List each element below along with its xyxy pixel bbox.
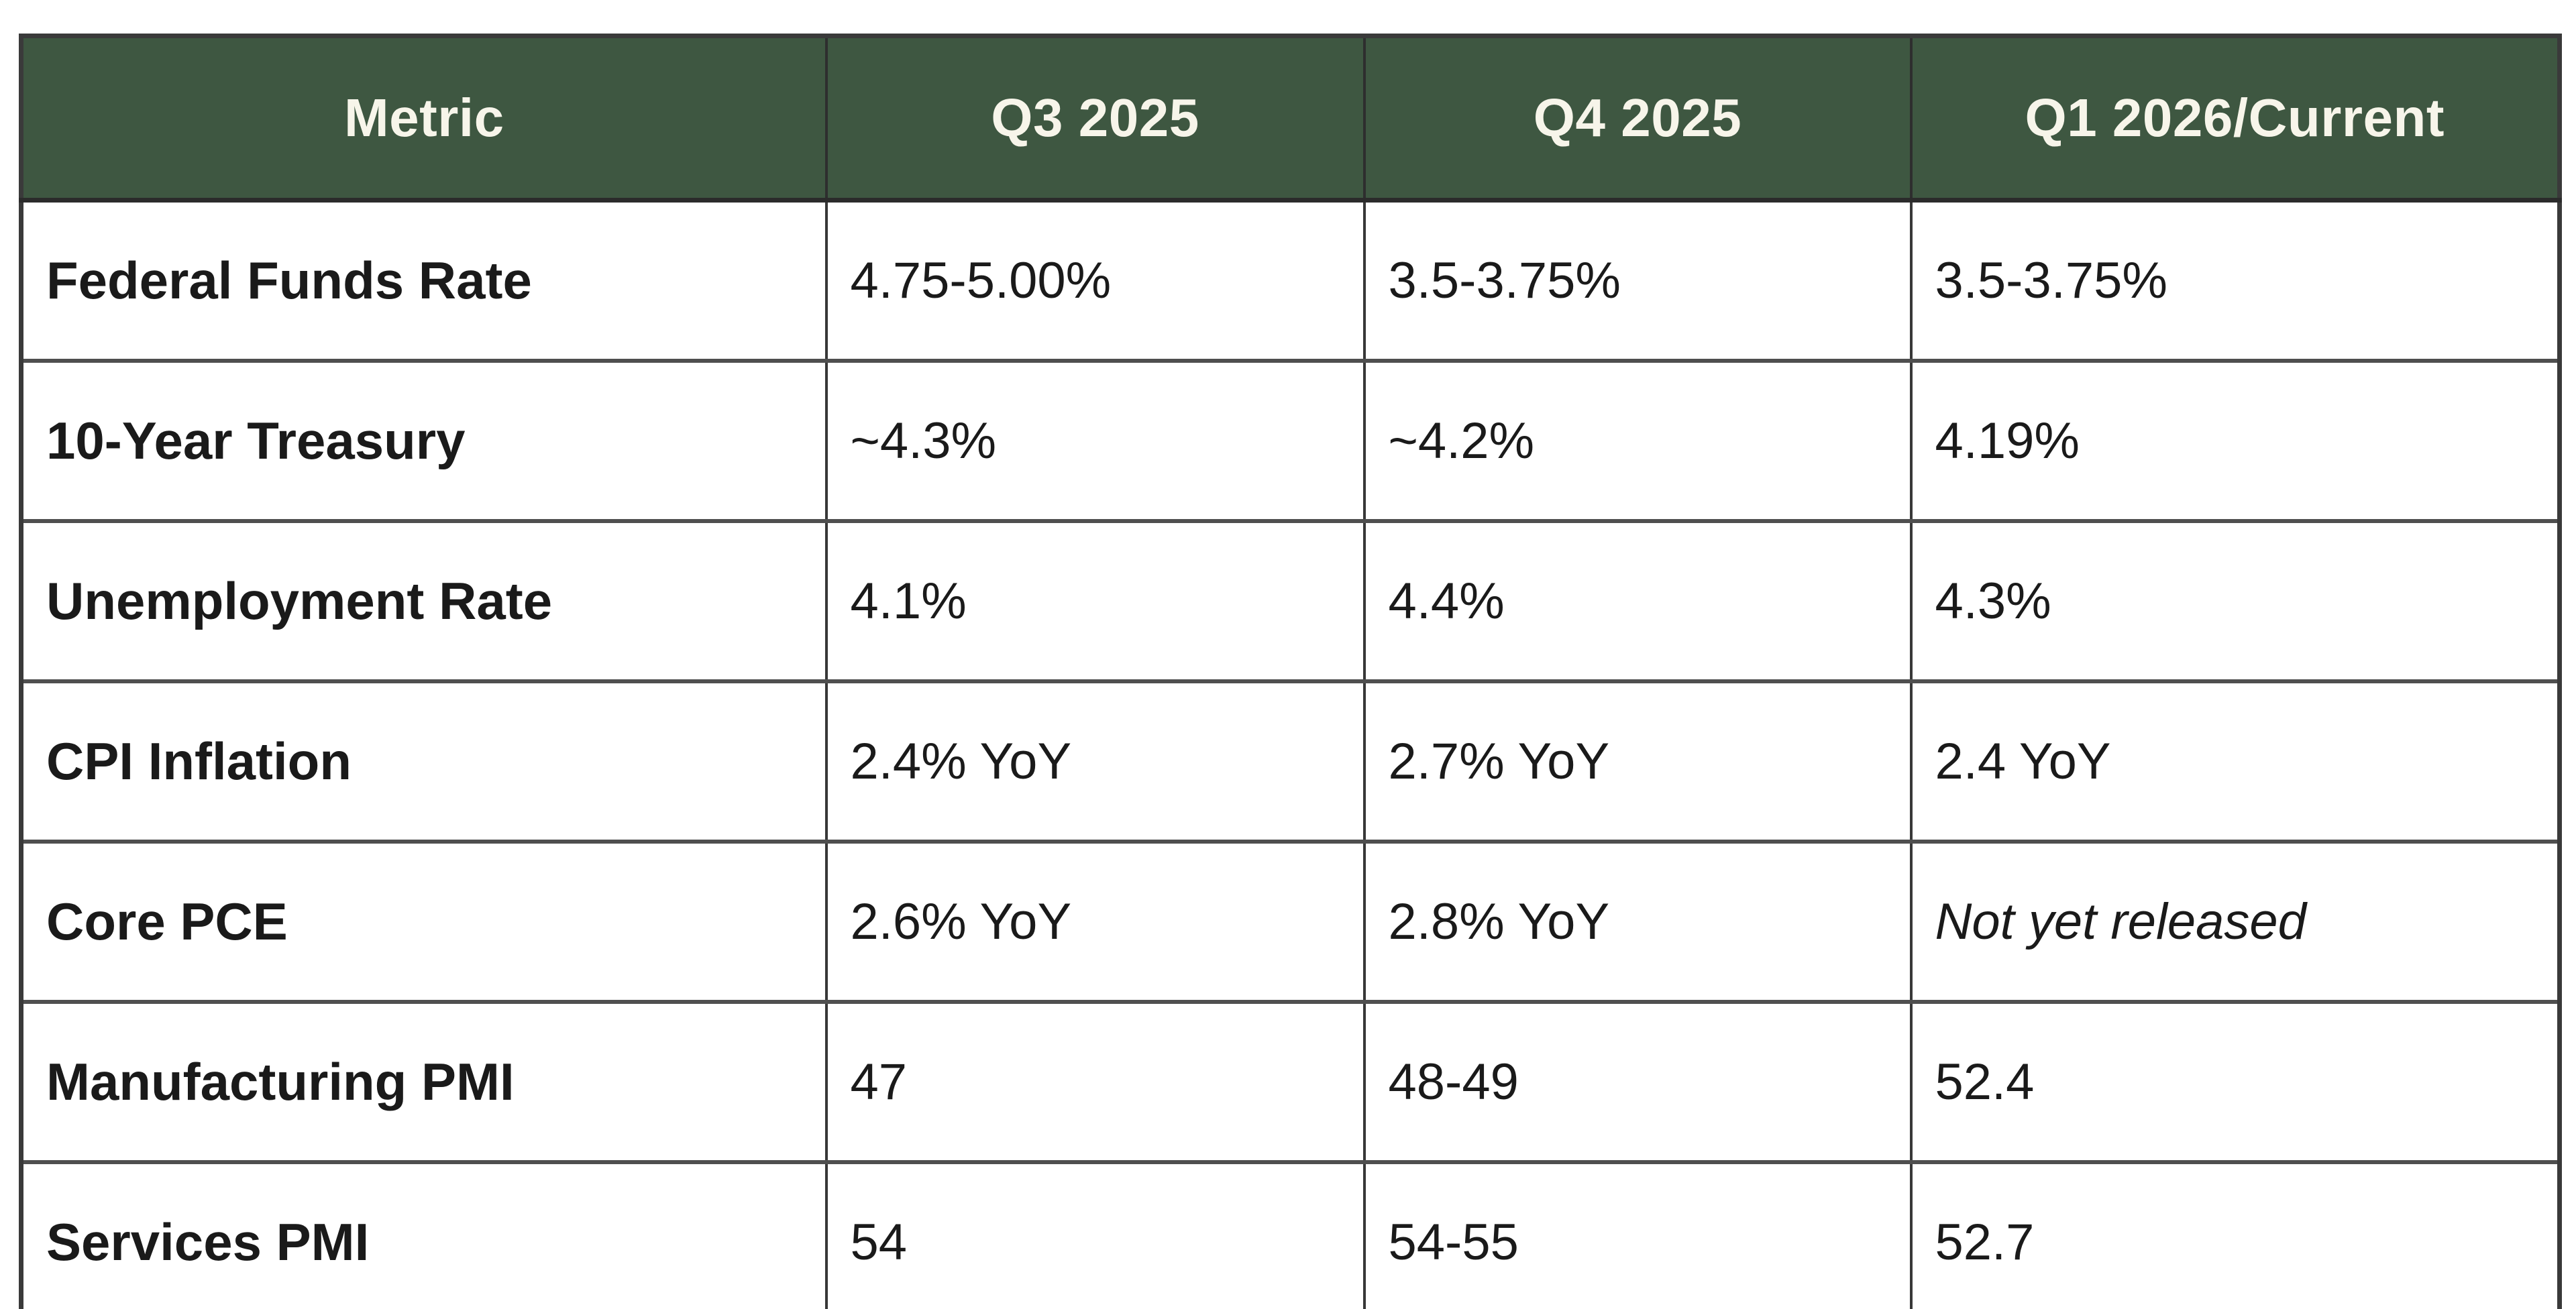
table-row: CPI Inflation 2.4% YoY 2.7% YoY 2.4 YoY (19, 679, 2561, 844)
value-cell-q1: 2.4 YoY (1909, 679, 2561, 844)
header-cell-metric: Metric (19, 34, 828, 203)
value-cell-q3: 2.4% YoY (824, 679, 1366, 844)
value-cell-q1: 3.5-3.75% (1909, 198, 2561, 363)
value-cell-q3: 54 (824, 1160, 1366, 1309)
metric-cell: Manufacturing PMI (19, 1000, 828, 1164)
value-cell-q1: 4.3% (1909, 519, 2561, 683)
table-header-row: Metric Q3 2025 Q4 2025 Q1 2026/Current (19, 34, 2561, 203)
value-cell-q3: 47 (824, 1000, 1366, 1164)
value-cell-q4: 2.8% YoY (1362, 840, 1913, 1004)
value-cell-q3: 4.1% (824, 519, 1366, 683)
value-cell-q4: 48-49 (1362, 1000, 1913, 1164)
value-cell-q4: ~4.2% (1362, 359, 1913, 523)
table-row: Core PCE 2.6% YoY 2.8% YoY Not yet relea… (19, 840, 2561, 1004)
table-row: Federal Funds Rate 4.75-5.00% 3.5-3.75% … (19, 198, 2561, 363)
table-row: 10-Year Treasury ~4.3% ~4.2% 4.19% (19, 359, 2561, 523)
header-cell-q4-2025: Q4 2025 (1362, 34, 1913, 203)
metric-cell: Services PMI (19, 1160, 828, 1309)
table-row: Services PMI 54 54-55 52.7 (19, 1160, 2561, 1309)
metric-cell: 10-Year Treasury (19, 359, 828, 523)
value-cell-q1: 4.19% (1909, 359, 2561, 523)
value-cell-q3: 4.75-5.00% (824, 198, 1366, 363)
value-cell-q4: 2.7% YoY (1362, 679, 1913, 844)
value-cell-q4: 3.5-3.75% (1362, 198, 1913, 363)
metric-cell: CPI Inflation (19, 679, 828, 844)
metric-cell: Federal Funds Rate (19, 198, 828, 363)
table-row: Unemployment Rate 4.1% 4.4% 4.3% (19, 519, 2561, 683)
metric-cell: Unemployment Rate (19, 519, 828, 683)
value-cell-q4: 4.4% (1362, 519, 1913, 683)
metric-cell: Core PCE (19, 840, 828, 1004)
value-cell-q1: Not yet released (1909, 840, 2561, 1004)
value-cell-q3: 2.6% YoY (824, 840, 1366, 1004)
economic-metrics-table: Metric Q3 2025 Q4 2025 Q1 2026/Current F… (19, 34, 2562, 1309)
table-body: Federal Funds Rate 4.75-5.00% 3.5-3.75% … (19, 198, 2561, 1309)
header-cell-q1-2026: Q1 2026/Current (1909, 34, 2561, 203)
table-row: Manufacturing PMI 47 48-49 52.4 (19, 1000, 2561, 1164)
value-cell-q3: ~4.3% (824, 359, 1366, 523)
header-cell-q3-2025: Q3 2025 (824, 34, 1366, 203)
value-cell-q1: 52.7 (1909, 1160, 2561, 1309)
value-cell-q1: 52.4 (1909, 1000, 2561, 1164)
value-cell-q4: 54-55 (1362, 1160, 1913, 1309)
